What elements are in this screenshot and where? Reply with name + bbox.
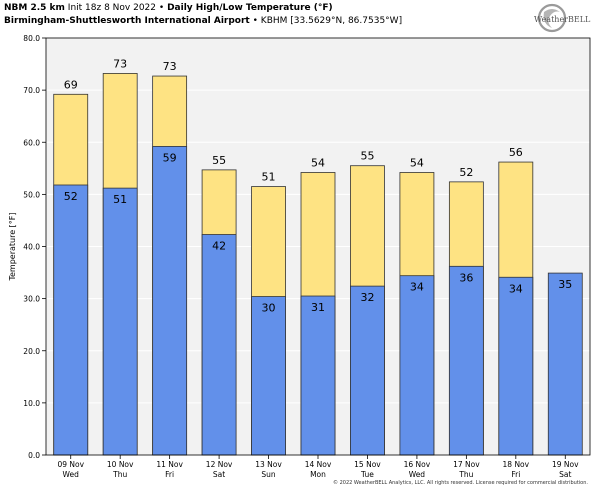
low-temp-bar <box>300 295 336 456</box>
bullet-separator: • <box>252 16 258 26</box>
copyright-footer: © 2022 WeatherBELL Analytics, LLC. All r… <box>333 480 588 486</box>
x-tick-day: Thu <box>112 470 127 479</box>
low-temp-label: 59 <box>163 151 177 164</box>
low-temp-label: 31 <box>311 301 325 314</box>
low-temp-bar <box>350 285 385 456</box>
low-temp-label: 34 <box>410 281 424 294</box>
high-temp-label: 54 <box>410 156 424 169</box>
model-name: NBM 2.5 km <box>4 3 65 13</box>
init-time: Init 18z 8 Nov 2022 <box>67 3 156 13</box>
weatherbell-logo: WeatherBELL <box>534 3 591 33</box>
high-temp-label: 56 <box>509 146 523 159</box>
low-temp-bar <box>251 296 286 456</box>
y-tick-label: 10.0 <box>23 399 40 408</box>
low-temp-label: 42 <box>212 240 226 253</box>
low-temp-label: 36 <box>459 271 473 284</box>
x-tick-day: Sat <box>559 470 571 479</box>
plot-frame <box>45 37 591 456</box>
high-temp-label: 52 <box>459 166 473 179</box>
x-tick-date: 16 Nov <box>404 460 431 469</box>
station-name: Birmingham-Shuttlesworth International A… <box>4 16 250 26</box>
high-temp-label: 54 <box>311 156 325 169</box>
x-tick-date: 15 Nov <box>354 460 381 469</box>
x-tick-day: Sat <box>213 470 225 479</box>
y-tick-label: 0.0 <box>28 451 40 460</box>
x-tick-date: 13 Nov <box>255 460 282 469</box>
station-line: Birmingham-Shuttlesworth International A… <box>4 16 402 26</box>
y-tick-label: 30.0 <box>23 295 40 304</box>
chart-title: Daily High/Low Temperature (°F) <box>167 3 333 13</box>
low-temp-bar <box>53 184 89 456</box>
y-tick-label: 60.0 <box>23 138 40 147</box>
y-tick-label: 20.0 <box>23 347 40 356</box>
station-coordinates: KBHM [33.5629°N, 86.7535°W] <box>260 16 403 26</box>
x-tick-date: 17 Nov <box>453 460 480 469</box>
x-tick-date: 09 Nov <box>57 460 84 469</box>
low-temp-label: 35 <box>558 278 572 291</box>
x-tick-day: Mon <box>310 470 326 479</box>
x-tick-day: Wed <box>63 470 80 479</box>
x-tick-date: 11 Nov <box>156 460 183 469</box>
low-temp-label: 32 <box>360 291 374 304</box>
bullet-separator: • <box>158 3 165 13</box>
high-temp-label: 73 <box>163 60 177 73</box>
low-temp-label: 51 <box>113 193 127 206</box>
y-tick-label: 50.0 <box>23 190 40 199</box>
low-temp-label: 52 <box>64 190 78 203</box>
high-temp-label: 73 <box>113 57 127 70</box>
high-temp-label: 69 <box>64 78 78 91</box>
x-tick-day: Fri <box>511 470 520 479</box>
high-temp-label: 55 <box>212 154 226 167</box>
low-temp-label: 34 <box>509 282 523 295</box>
low-temp-bar <box>448 265 484 456</box>
y-tick-label: 70.0 <box>23 86 40 95</box>
y-tick-label: 80.0 <box>23 34 40 43</box>
x-tick-day: Thu <box>458 470 473 479</box>
x-tick-day: Sun <box>261 470 276 479</box>
x-tick-date: 12 Nov <box>206 460 233 469</box>
y-tick-label: 40.0 <box>23 243 40 252</box>
x-tick-date: 14 Nov <box>305 460 332 469</box>
x-tick-day: Wed <box>409 470 426 479</box>
low-temp-bar <box>547 272 583 456</box>
high-temp-label: 51 <box>262 171 276 184</box>
x-tick-date: 19 Nov <box>552 460 579 469</box>
x-tick-day: Tue <box>360 470 374 479</box>
logo-text: WeatherBELL <box>534 15 591 24</box>
x-tick-date: 10 Nov <box>107 460 134 469</box>
x-tick-day: Fri <box>165 470 174 479</box>
low-temp-label: 30 <box>262 302 276 315</box>
low-temp-bar <box>152 146 188 456</box>
low-temp-bar <box>201 234 237 456</box>
y-axis-label: Temperature [°F] <box>8 212 17 281</box>
low-temp-bar <box>399 275 435 456</box>
chart-title-line: NBM 2.5 km Init 18z 8 Nov 2022 • Daily H… <box>4 3 333 13</box>
x-tick-date: 18 Nov <box>503 460 530 469</box>
high-temp-label: 55 <box>360 150 374 163</box>
low-temp-bar <box>102 187 138 456</box>
low-temp-bar <box>498 276 534 456</box>
